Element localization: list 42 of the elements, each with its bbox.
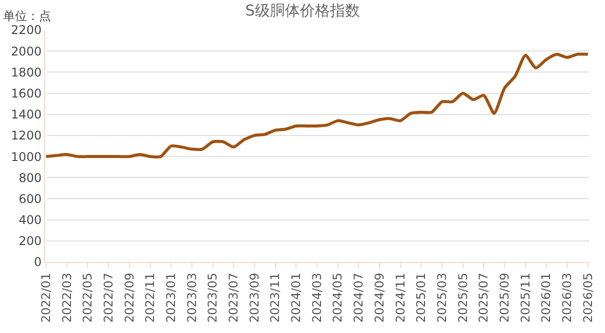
y-tick-label: 400 — [18, 213, 42, 228]
x-tick-label: 2025/01 — [414, 272, 428, 323]
y-tick-label: 1200 — [11, 128, 42, 143]
x-tick-label: 2022/11 — [143, 272, 158, 323]
y-tick-label: 2200 — [11, 23, 42, 38]
x-tick-label: 2023/07 — [226, 272, 241, 323]
chart-title: S级胴体价格指数 — [245, 1, 360, 20]
y-tick-label: 1600 — [11, 86, 42, 100]
y-tick-label: 0 — [34, 255, 42, 270]
x-tick-label: 2022/09 — [122, 272, 136, 323]
x-tick-label: 2025/05 — [456, 272, 470, 323]
y-tick-label: 1800 — [11, 65, 42, 80]
x-tick-label: 2026/05 — [580, 272, 595, 323]
x-tick-label: 2022/07 — [101, 272, 116, 323]
x-tick-label: 2022/05 — [80, 272, 95, 323]
x-tick-label: 2022/03 — [60, 272, 74, 323]
x-tick-label: 2024/03 — [310, 272, 324, 323]
x-tick-label: 2023/09 — [247, 272, 262, 323]
y-tick-label: 800 — [18, 170, 42, 185]
x-tick-label: 2024/07 — [352, 272, 366, 323]
x-tick-label: 2024/09 — [372, 272, 386, 323]
x-tick-label: 2023/03 — [184, 272, 199, 323]
text: 单位：点 — [3, 9, 51, 23]
line-series — [45, 52, 589, 158]
y-tick-label: 600 — [18, 192, 42, 206]
y-tick-label: 200 — [18, 234, 42, 248]
x-tick-label: 2024/01 — [289, 272, 304, 323]
x-tick-label: 2025/11 — [518, 272, 532, 323]
x-tick-label: 2023/05 — [206, 272, 220, 323]
y-tick-label: 1000 — [11, 150, 42, 164]
x-tick-label: 2025/03 — [434, 272, 449, 323]
x-tick-label: 2024/11 — [393, 272, 408, 323]
x-tick-label: 2023/01 — [164, 272, 178, 323]
x-tick-label: 2024/05 — [330, 272, 345, 323]
y-tick-label: 2000 — [11, 44, 42, 58]
x-tick-label: 2023/11 — [268, 272, 282, 323]
x-tick-label: 2025/07 — [476, 272, 491, 323]
x-tick-label: 2026/03 — [560, 272, 574, 323]
x-tick-label: 2025/09 — [497, 272, 512, 323]
x-tick-label: 2026/01 — [539, 272, 554, 323]
x-tick-label: 2022/01 — [38, 272, 53, 323]
y-tick-label: 1400 — [11, 108, 42, 122]
